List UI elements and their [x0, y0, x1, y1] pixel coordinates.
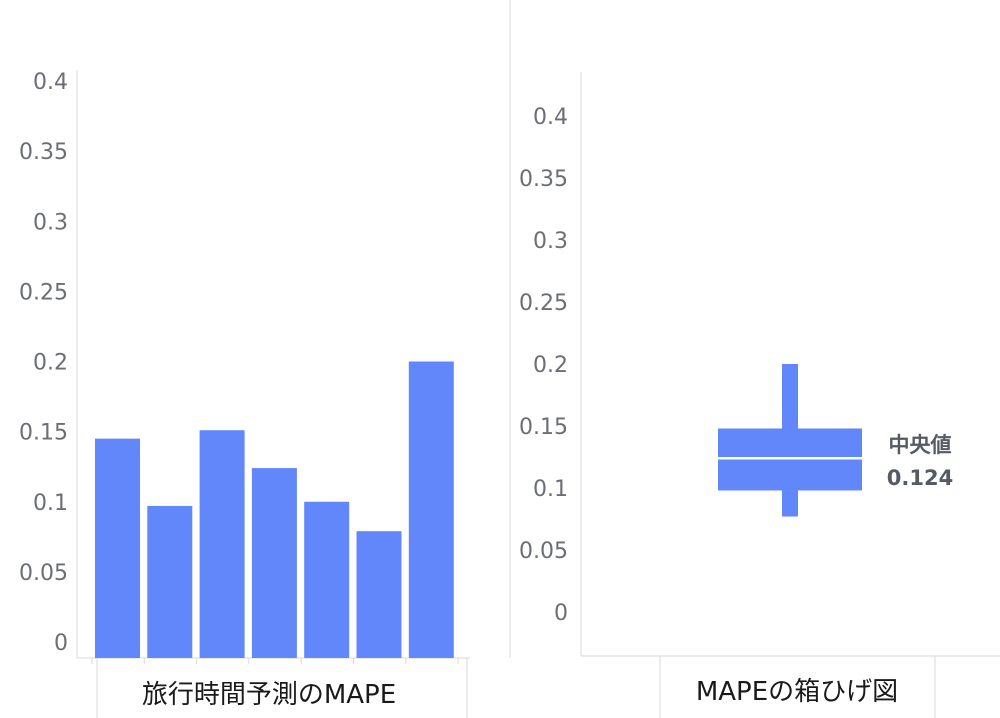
bar-y-tick-label: 0.15 — [19, 421, 68, 446]
box-y-tick-label: 0.3 — [533, 229, 568, 254]
box-y-tick-label: 0.4 — [533, 105, 568, 130]
box-plot: 0.40.350.30.250.20.150.10.050 中央値 0.124 … — [519, 105, 953, 707]
box-y-tick-label: 0.1 — [533, 477, 568, 502]
box-plot-x-label: MAPEの箱ひげ図 — [696, 677, 898, 707]
bar — [95, 438, 140, 658]
bar-y-tick-label: 0.05 — [19, 561, 68, 586]
bar-chart: 0.4 0.35 0.3 0.25 0.2 0.15 0.1 0.05 0 旅行時間予測のMAP… — [19, 70, 459, 710]
box-y-tick-label: 0.35 — [519, 167, 568, 192]
box-y-tick-label: 0.25 — [519, 291, 568, 316]
bar — [199, 430, 245, 658]
bar — [356, 531, 402, 658]
bar-y-tick-label: 0.35 — [19, 140, 68, 165]
bar-chart-x-ticks — [91, 658, 459, 664]
bar-y-tick-label: 0.4 — [33, 70, 68, 95]
median-label: 中央値 — [889, 433, 952, 457]
bar-y-tick-label: 0.2 — [33, 351, 68, 376]
box-y-tick-label: 0.05 — [519, 539, 568, 564]
bar — [251, 468, 297, 658]
box-y-tick-label: 0 — [554, 601, 568, 626]
bar-chart-y-ticks: 0.4 0.35 0.3 0.25 0.2 0.15 0.1 0.05 0 — [19, 70, 68, 656]
bar-y-tick-label: 0.1 — [33, 491, 68, 516]
box-y-tick-label: 0.15 — [519, 415, 568, 440]
median-value: 0.124 — [887, 466, 953, 490]
box-plot-shapes — [718, 364, 862, 517]
bar-chart-x-label: 旅行時間予測のMAPE — [142, 680, 396, 710]
upper-whisker — [782, 364, 798, 429]
bar — [408, 361, 454, 658]
box-plot-y-ticks: 0.4 0.35 0.3 0.25 0.2 0.15 0.1 0.05 0 — [519, 105, 568, 626]
lower-whisker — [782, 490, 798, 517]
bar — [304, 501, 350, 658]
bar-y-tick-label: 0.25 — [19, 280, 68, 305]
bar-y-tick-label: 0 — [54, 631, 68, 656]
bar-y-tick-label: 0.3 — [33, 210, 68, 235]
box-y-tick-label: 0.2 — [533, 353, 568, 378]
bar — [147, 505, 193, 658]
bar-chart-bars — [95, 361, 454, 658]
